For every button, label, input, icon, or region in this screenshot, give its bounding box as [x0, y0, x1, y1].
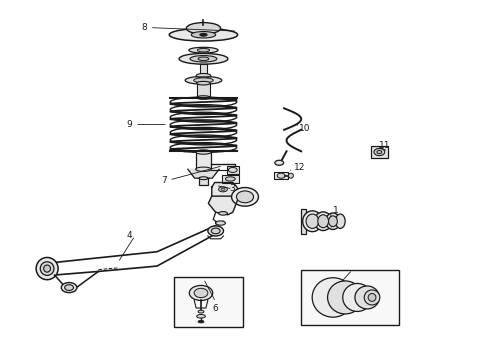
Ellipse shape	[335, 214, 345, 228]
Ellipse shape	[196, 315, 205, 318]
Ellipse shape	[377, 150, 382, 154]
Ellipse shape	[186, 23, 220, 34]
Ellipse shape	[198, 57, 209, 60]
Text: 2: 2	[330, 289, 336, 298]
Ellipse shape	[40, 262, 54, 275]
Ellipse shape	[196, 167, 211, 171]
Bar	[370, 146, 388, 158]
Ellipse shape	[196, 73, 211, 78]
Ellipse shape	[355, 286, 379, 309]
Ellipse shape	[219, 187, 227, 192]
Ellipse shape	[326, 213, 340, 229]
Ellipse shape	[199, 177, 208, 180]
Ellipse shape	[277, 173, 285, 178]
Ellipse shape	[306, 214, 319, 228]
Ellipse shape	[197, 48, 210, 52]
Bar	[199, 178, 208, 185]
Ellipse shape	[194, 288, 208, 298]
Ellipse shape	[221, 188, 225, 190]
Text: 6: 6	[213, 304, 219, 313]
Bar	[222, 175, 239, 183]
Bar	[301, 270, 399, 325]
Text: 10: 10	[299, 123, 310, 132]
Ellipse shape	[185, 76, 222, 84]
Ellipse shape	[191, 32, 216, 38]
Bar	[274, 172, 288, 179]
Ellipse shape	[190, 55, 217, 62]
Ellipse shape	[374, 148, 385, 156]
Ellipse shape	[343, 283, 372, 311]
Text: 7: 7	[161, 176, 167, 185]
Ellipse shape	[275, 160, 284, 165]
Text: 3: 3	[229, 184, 235, 193]
Ellipse shape	[228, 167, 237, 172]
Polygon shape	[212, 183, 239, 196]
Ellipse shape	[232, 188, 258, 206]
Ellipse shape	[219, 212, 227, 215]
Text: 1: 1	[333, 206, 339, 215]
Bar	[196, 152, 211, 169]
Ellipse shape	[225, 177, 235, 181]
Ellipse shape	[198, 320, 204, 323]
Bar	[301, 209, 306, 234]
Ellipse shape	[196, 150, 211, 154]
Ellipse shape	[303, 211, 322, 231]
Bar	[227, 166, 239, 174]
Text: 11: 11	[379, 141, 391, 150]
Text: 8: 8	[142, 23, 147, 32]
Ellipse shape	[318, 215, 329, 228]
Polygon shape	[208, 196, 239, 215]
Ellipse shape	[169, 28, 238, 41]
Ellipse shape	[211, 228, 220, 234]
Ellipse shape	[44, 265, 50, 272]
Text: 5: 5	[213, 221, 219, 230]
Ellipse shape	[65, 285, 74, 291]
Bar	[196, 83, 210, 98]
Ellipse shape	[189, 47, 218, 53]
Ellipse shape	[179, 53, 228, 64]
Ellipse shape	[194, 78, 213, 83]
Ellipse shape	[61, 283, 77, 293]
Ellipse shape	[208, 226, 223, 236]
Ellipse shape	[368, 293, 376, 301]
Ellipse shape	[315, 212, 332, 230]
Ellipse shape	[196, 81, 210, 85]
Ellipse shape	[289, 173, 294, 178]
Ellipse shape	[237, 191, 253, 203]
Text: 4: 4	[127, 231, 133, 240]
Ellipse shape	[36, 257, 58, 280]
Text: 9: 9	[127, 120, 133, 129]
Ellipse shape	[198, 310, 204, 313]
Bar	[174, 277, 243, 327]
Polygon shape	[188, 169, 219, 178]
Ellipse shape	[216, 221, 225, 225]
Bar	[199, 64, 207, 78]
Ellipse shape	[189, 285, 213, 301]
Ellipse shape	[312, 278, 354, 317]
Ellipse shape	[196, 96, 210, 99]
Ellipse shape	[364, 290, 380, 305]
Ellipse shape	[329, 216, 337, 226]
Ellipse shape	[328, 281, 363, 314]
Ellipse shape	[200, 33, 207, 36]
Text: 12: 12	[294, 163, 305, 172]
